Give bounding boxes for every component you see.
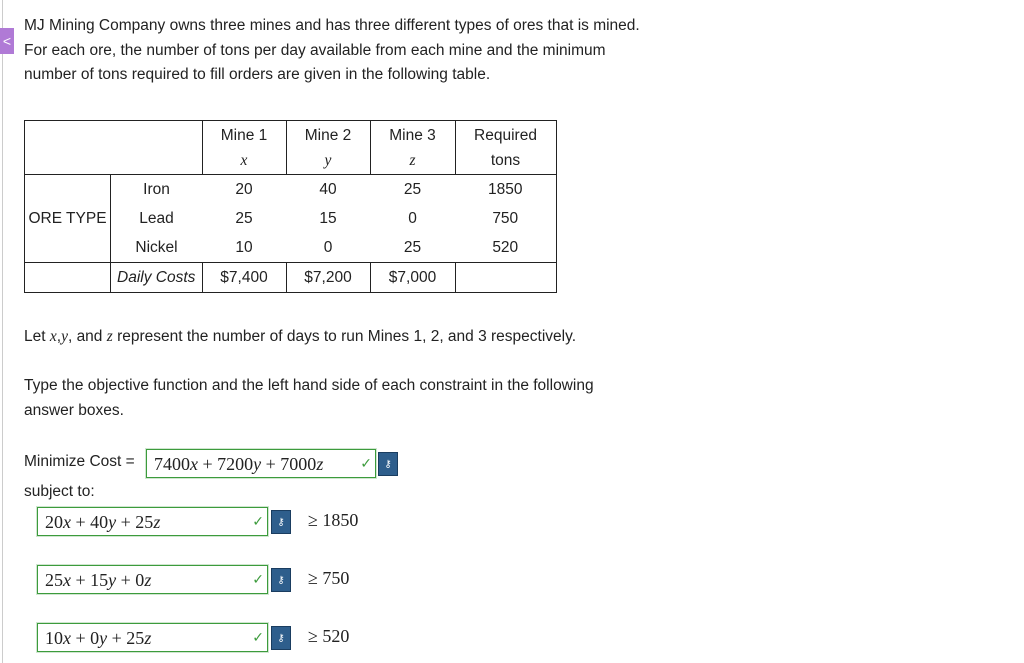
key-button[interactable]: ⚷ (378, 452, 398, 476)
answer-box[interactable]: 7400x + 7200y + 7000z ✓ (146, 449, 376, 478)
constraint-relation: ≥ 750 (308, 568, 350, 588)
row-label: Iron (110, 174, 202, 204)
cost-label: Daily Costs (110, 262, 203, 293)
cell: 10 (202, 233, 286, 263)
cost-cell: $7,400 (201, 262, 287, 293)
row-label: Nickel (110, 233, 202, 263)
cost-cell: $7,000 (369, 262, 456, 293)
header-variable: z (409, 151, 416, 169)
text: Let (24, 328, 50, 345)
row-label: Lead (110, 204, 202, 233)
header-empty (24, 120, 203, 175)
instruction: Type the objective function and the left… (24, 377, 594, 419)
side-tab[interactable]: < (0, 28, 14, 54)
header-variable: y (324, 151, 332, 169)
answer-box[interactable]: 20x + 40y + 25z ✓ (37, 507, 268, 536)
check-icon: ✓ (252, 572, 264, 588)
cell: 20 (235, 180, 253, 198)
variables-text: Let x,y, and z represent the number of d… (24, 325, 644, 350)
cell: 25 (370, 233, 455, 263)
text: , (56, 328, 62, 345)
header-cell: Mine 3 z (369, 120, 456, 175)
text: represent the number of days to run Mine… (112, 328, 577, 345)
header-title: Required (474, 126, 537, 144)
answer-text: 20x + 40y + 25z (45, 512, 161, 532)
header-cell: Mine 1 x (201, 120, 287, 175)
subject-to: subject to: (24, 483, 95, 500)
cell: 25 (403, 180, 422, 198)
key-button[interactable]: ⚷ (271, 626, 291, 650)
var: x (49, 328, 57, 345)
constraint-relation: ≥ 1850 (308, 510, 359, 530)
intro-text: MJ Mining Company owns three mines and h… (24, 17, 640, 83)
answer-text: 7400x + 7200y + 7000z (154, 454, 324, 474)
cost-cell: $7,200 (285, 262, 371, 293)
cost-label-text: Daily Costs (117, 268, 196, 286)
check-icon: ✓ (252, 514, 264, 530)
cell: 15 (319, 209, 337, 227)
answer-text: 25x + 15y + 0z (45, 570, 152, 590)
cell: 1850 (455, 174, 557, 204)
header-title: Mine 2 (304, 126, 352, 144)
cell: 0 (408, 209, 417, 227)
ore-table: Mine 1 x Mine 2 y Mine 3 z Required tons ORE… (24, 120, 557, 293)
header-cell: Mine 2 y (285, 120, 371, 175)
constraint-relation: ≥ 520 (308, 626, 350, 646)
check-icon: ✓ (252, 630, 264, 646)
var: y (61, 328, 68, 345)
cell: 750 (455, 204, 557, 233)
answer-box[interactable]: 10x + 0y + 25z ✓ (37, 623, 268, 652)
key-button[interactable]: ⚷ (271, 568, 291, 592)
header-variable: tons (490, 151, 521, 169)
var: z (106, 328, 113, 345)
cell: 520 (455, 233, 557, 263)
check-icon: ✓ (360, 456, 372, 472)
left-border (2, 0, 3, 663)
header-variable: x (240, 151, 248, 169)
empty-cell (24, 262, 111, 293)
cell: 0 (286, 233, 370, 263)
answer-text: 10x + 0y + 25z (45, 628, 152, 648)
cell: 40 (319, 180, 337, 198)
header-title: Mine 3 (389, 126, 436, 144)
answer-box[interactable]: 25x + 15y + 0z ✓ (37, 565, 268, 594)
header-title: Mine 1 (220, 126, 268, 144)
group-label: ORE TYPE (24, 174, 111, 263)
empty-cell (454, 262, 557, 293)
text: , and (67, 328, 107, 345)
cell: 25 (235, 209, 253, 227)
header-cell: Required tons (454, 120, 557, 175)
objective-label: Minimize Cost = (24, 453, 135, 470)
key-button[interactable]: ⚷ (271, 510, 291, 534)
